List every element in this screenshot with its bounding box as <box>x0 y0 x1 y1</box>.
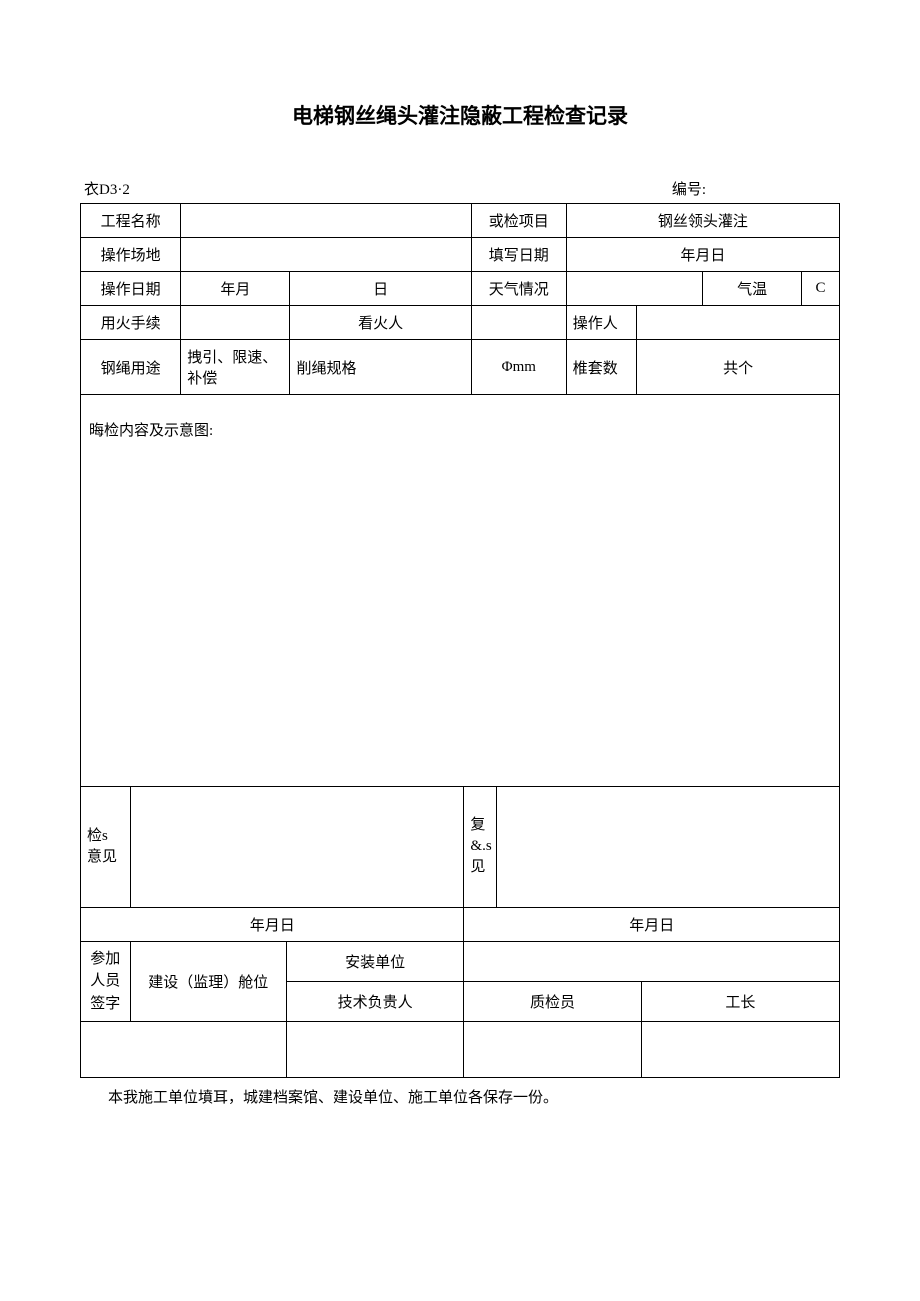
left-opinion-value <box>130 787 464 907</box>
opinion-table: 检s 意见 复&.s见 年月日 年月日 参加人员签字 建设（监理）舱位 安装单位… <box>80 787 840 1078</box>
content-block: 晦检内容及示意图: <box>80 395 840 787</box>
install-unit-blank <box>464 941 840 981</box>
opdate-d: 日 <box>290 272 471 306</box>
project-name-label: 工程名称 <box>81 204 181 238</box>
temp-label: 气温 <box>703 272 802 306</box>
table-code: 衣D3·2 <box>84 178 130 199</box>
filldate-label: 填写日期 <box>471 238 566 272</box>
temp-unit: C <box>801 272 839 306</box>
participant-label: 参加人员签字 <box>81 941 131 1022</box>
right-opinion-value <box>496 787 839 907</box>
number-label: 编号: <box>672 178 836 199</box>
filldate-value: 年月日 <box>566 238 839 272</box>
weather-label: 天气情况 <box>471 272 566 306</box>
row-opinion-date: 年月日 年月日 <box>81 907 840 941</box>
site-label: 操作场地 <box>81 238 181 272</box>
opdate-ym: 年月 <box>181 272 290 306</box>
row-fire: 用火手续 看火人 操作人 <box>81 306 840 340</box>
sig-blank-1 <box>81 1022 287 1078</box>
ropeuse-label: 钢绳用途 <box>81 340 181 395</box>
techlead-label: 技术负贵人 <box>286 981 464 1021</box>
project-name-value <box>181 204 472 238</box>
row-sig-header: 参加人员签字 建设（监理）舱位 安装单位 <box>81 941 840 981</box>
row-opdate: 操作日期 年月 日 天气情况 气温 C <box>81 272 840 306</box>
firepermit-label: 用火手续 <box>81 306 181 340</box>
row-rope: 钢绳用途 拽引、限速、补偿 削绳规格 Φmm 椎套数 共个 <box>81 340 840 395</box>
inspect-item-value: 钢丝领头灌注 <box>566 204 839 238</box>
sig-blank-2 <box>286 1022 464 1078</box>
left-opinion-label: 检s 意见 <box>81 787 131 907</box>
spec-label: 削绳规格 <box>290 340 471 395</box>
meta-row: 衣D3·2 编号: <box>80 178 840 203</box>
sig-blank-3 <box>464 1022 641 1078</box>
opdate-label: 操作日期 <box>81 272 181 306</box>
right-opinion-date: 年月日 <box>464 907 840 941</box>
sleeve-value: 共个 <box>637 340 840 395</box>
row-sig-blank <box>81 1022 840 1078</box>
footer-note: 本我施工单位墳耳，城建档案馆、建设单位、施工单位各保存一份。 <box>80 1078 840 1107</box>
spec-value: Φmm <box>471 340 566 395</box>
firepermit-value <box>181 306 290 340</box>
sleeve-label: 椎套数 <box>566 340 637 395</box>
install-unit-label: 安装单位 <box>286 941 464 981</box>
watch-label: 看火人 <box>290 306 471 340</box>
foreman-label: 工长 <box>641 981 839 1021</box>
qc-label: 质检员 <box>464 981 641 1021</box>
left-opinion-date: 年月日 <box>81 907 464 941</box>
site-value <box>181 238 472 272</box>
right-opinion-label: 复&.s见 <box>464 787 496 907</box>
weather-value <box>566 272 703 306</box>
content-label: 晦检内容及示意图: <box>89 423 213 439</box>
watch-value <box>471 306 566 340</box>
sig-blank-4 <box>641 1022 839 1078</box>
row-project: 工程名称 或检项目 钢丝领头灌注 <box>81 204 840 238</box>
header-table: 工程名称 或检项目 钢丝领头灌注 操作场地 填写日期 年月日 操作日期 年月 日… <box>80 203 840 395</box>
build-unit-label: 建设（监理）舱位 <box>130 941 286 1022</box>
document-title: 电梯钢丝绳头灌注隐蔽工程检查记录 <box>80 100 840 130</box>
row-site: 操作场地 填写日期 年月日 <box>81 238 840 272</box>
operator-label: 操作人 <box>566 306 637 340</box>
inspect-item-label: 或检项目 <box>471 204 566 238</box>
ropeuse-value: 拽引、限速、补偿 <box>181 340 290 395</box>
row-opinion: 检s 意见 复&.s见 <box>81 787 840 907</box>
operator-value <box>637 306 840 340</box>
